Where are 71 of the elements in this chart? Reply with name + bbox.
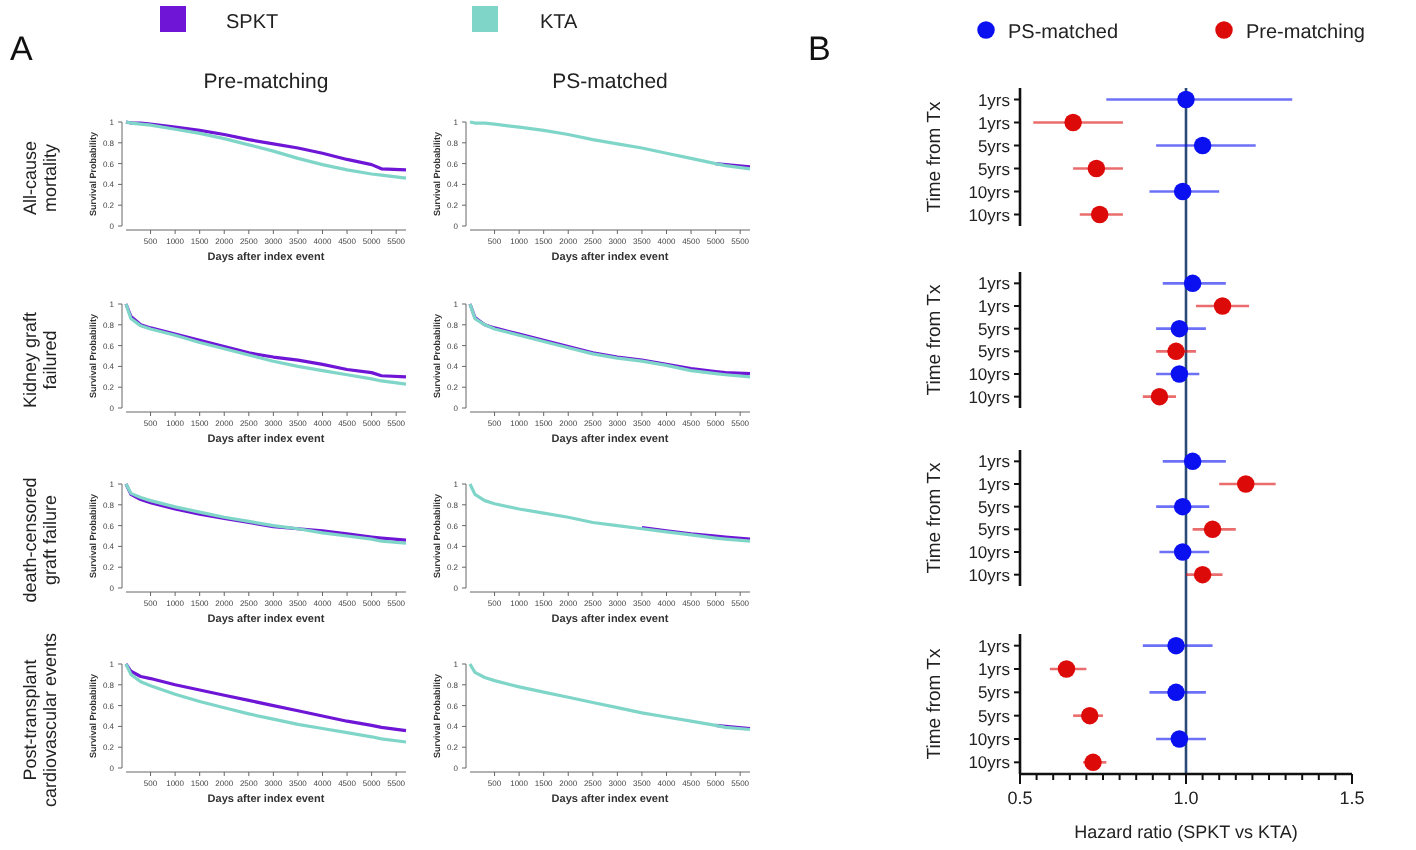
y-axis-title: Time from Tx	[924, 101, 946, 213]
point	[1173, 543, 1192, 561]
point	[1087, 159, 1106, 178]
line-series	[468, 482, 752, 543]
point	[1167, 636, 1185, 655]
point	[1170, 730, 1189, 748]
y-tick-label: 1yrs	[977, 296, 1010, 316]
y-tick-label: 1yrs	[977, 474, 1010, 494]
point	[1173, 497, 1192, 516]
y-tick-label: 5yrs	[977, 158, 1010, 179]
point	[1064, 113, 1082, 132]
point	[1213, 297, 1232, 315]
y-axis-title: Time from Tx	[924, 648, 946, 760]
point	[1170, 319, 1189, 338]
point	[1167, 683, 1185, 702]
y-tick-label: 1yrs	[977, 273, 1010, 294]
point	[1090, 205, 1109, 224]
point	[1167, 342, 1185, 361]
point	[1057, 660, 1076, 678]
x-tick-label: 0.5	[1007, 788, 1033, 808]
y-tick-label: 10yrs	[968, 364, 1010, 384]
y-tick-label: 1yrs	[977, 112, 1010, 133]
y-tick-label: 1yrs	[977, 451, 1010, 472]
text: All-cause mortality	[20, 140, 60, 216]
legend-label: PS-matched	[1008, 22, 1119, 44]
y-tick-label: 1yrs	[977, 659, 1010, 679]
line-series	[468, 120, 752, 171]
y-tick-label: 10yrs	[968, 564, 1010, 585]
legend-label: KTA	[540, 12, 579, 34]
point	[1183, 452, 1202, 471]
point	[1173, 182, 1192, 201]
y-tick-label: 5yrs	[977, 682, 1010, 703]
point	[1170, 365, 1189, 383]
x-tick-label: 1.5	[1339, 788, 1365, 808]
legend-label: Pre-matching	[1246, 22, 1365, 44]
text: Kidney graft failured	[20, 310, 60, 409]
x-axis-title: Hazard ratio (SPKT vs KTA)	[1074, 822, 1298, 842]
chart-title: PS-matched	[552, 70, 669, 94]
y-tick-label: 5yrs	[977, 135, 1010, 156]
y-tick-label: 10yrs	[968, 752, 1010, 773]
y-tick-label: 10yrs	[968, 181, 1010, 202]
point	[1084, 753, 1102, 772]
point	[1237, 475, 1255, 493]
chart-title: Pre-matching	[203, 70, 329, 94]
y-tick-label: 5yrs	[977, 341, 1010, 362]
legend-label: SPKT	[226, 12, 279, 34]
point	[1080, 706, 1099, 725]
y-tick-label: 5yrs	[977, 519, 1010, 540]
line-series	[468, 662, 752, 732]
x-tick-label: 1.0	[1173, 788, 1199, 808]
y-tick-label: 1yrs	[977, 89, 1010, 110]
point	[1193, 565, 1212, 584]
y-tick-label: 10yrs	[968, 386, 1010, 407]
y-tick-label: 1yrs	[977, 635, 1010, 656]
text: Post-transplant cardiovascular events	[20, 631, 60, 808]
text: death-censored graft failure	[20, 477, 60, 603]
text: A	[10, 30, 34, 68]
y-tick-label: 5yrs	[977, 705, 1010, 726]
y-tick-label: 10yrs	[968, 729, 1010, 749]
y-axis-title: Time from Tx	[924, 462, 946, 574]
y-tick-label: 5yrs	[977, 496, 1010, 517]
y-tick-label: 10yrs	[968, 204, 1010, 225]
point	[1150, 387, 1169, 406]
y-tick-label: 10yrs	[968, 542, 1010, 562]
point	[1203, 520, 1222, 539]
text: B	[808, 30, 831, 68]
y-axis-title: Time from Tx	[924, 284, 946, 396]
point	[1193, 136, 1212, 155]
point	[1177, 90, 1195, 109]
point	[1183, 274, 1202, 293]
y-tick-label: 5yrs	[977, 318, 1010, 339]
